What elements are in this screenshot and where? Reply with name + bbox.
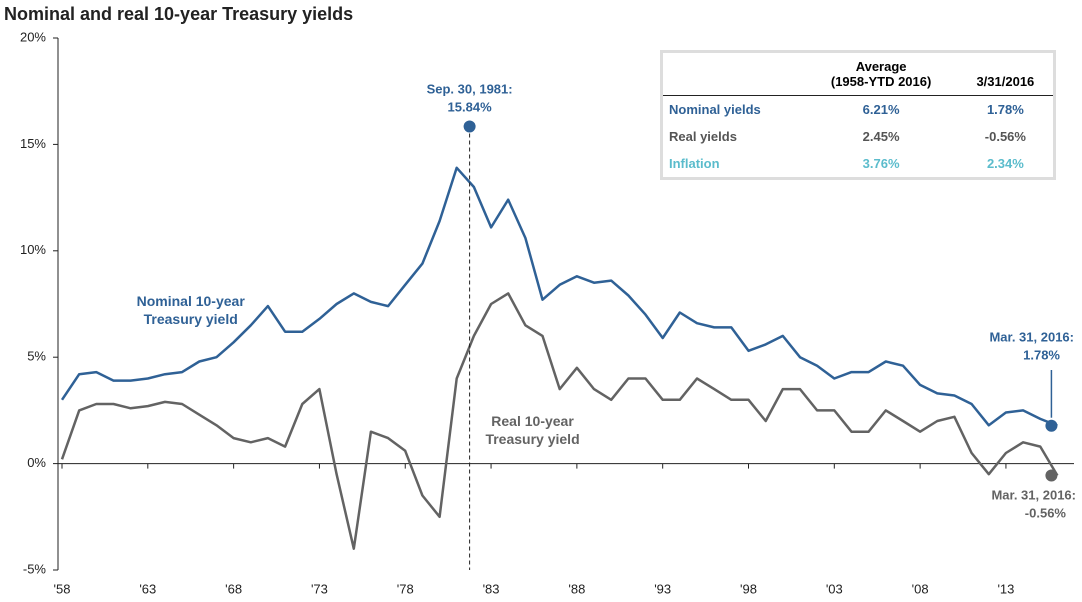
series-line <box>60 166 1058 427</box>
header-cell <box>663 53 805 96</box>
row-average: 3.76% <box>862 156 900 171</box>
header-text: Average <box>855 59 907 74</box>
header-cell: Average (1958-YTD 2016) <box>804 53 958 96</box>
row-average: 6.21% <box>862 102 900 117</box>
x-tick-label: '03 <box>826 581 843 596</box>
annotation-value: 15.84% <box>448 99 493 114</box>
y-tick-label: 10% <box>20 242 46 257</box>
x-tick-label: '73 <box>311 581 328 596</box>
row-current: -0.56% <box>984 129 1026 144</box>
y-tick-label: 15% <box>20 136 46 151</box>
annotation-point <box>1045 419 1058 432</box>
x-tick-label: '78 <box>397 581 414 596</box>
annotation-label: Mar. 31, 2016: <box>989 329 1074 344</box>
y-tick-label: -5% <box>23 561 47 576</box>
x-tick-label: '98 <box>740 581 757 596</box>
x-tick-label: '93 <box>654 581 671 596</box>
row-current: 2.34% <box>986 156 1024 171</box>
table-row: Inflation 3.76% 2.34% <box>663 150 1053 177</box>
annotation-value: -0.56% <box>1025 505 1067 520</box>
chart-title: Nominal and real 10-year Treasury yields <box>4 4 353 24</box>
series-label: Nominal 10-year Treasury yield <box>136 293 245 328</box>
series-line <box>60 292 1059 550</box>
table-row: Real yields 2.45% -0.56% <box>663 123 1053 150</box>
series-label: Real 10-year Treasury yield <box>485 412 580 447</box>
summary-table: Average (1958-YTD 2016) 3/31/2016 Nominal… <box>660 50 1056 180</box>
table-header: Average (1958-YTD 2016) 3/31/2016 <box>663 53 1053 96</box>
row-label: Real yields <box>669 129 737 144</box>
y-tick-label: 0% <box>27 455 46 470</box>
annotation-label: Mar. 31, 2016: <box>991 487 1076 502</box>
x-tick-label: '58 <box>54 581 71 596</box>
row-label: Nominal yields <box>669 102 761 117</box>
header-text: (1958-YTD 2016) <box>830 74 932 89</box>
row-average: 2.45% <box>862 129 900 144</box>
x-tick-label: '88 <box>568 581 585 596</box>
x-tick-label: '83 <box>483 581 500 596</box>
annotation-point <box>463 120 476 133</box>
x-tick-label: '13 <box>997 581 1014 596</box>
table: Average (1958-YTD 2016) 3/31/2016 Nominal… <box>663 53 1053 177</box>
annotation-point <box>1045 469 1058 482</box>
x-tick-label: '08 <box>912 581 929 596</box>
y-tick-label: 5% <box>27 349 46 364</box>
y-tick-label: 20% <box>20 29 46 44</box>
row-label: Inflation <box>669 156 720 171</box>
annotation-label: Sep. 30, 1981: <box>427 81 513 96</box>
x-tick-label: '63 <box>139 581 156 596</box>
header-cell: 3/31/2016 <box>957 53 1053 96</box>
x-tick-label: '68 <box>225 581 242 596</box>
row-current: 1.78% <box>986 102 1024 117</box>
table-row: Nominal yields 6.21% 1.78% <box>663 96 1053 124</box>
annotation-value: 1.78% <box>1023 347 1060 362</box>
